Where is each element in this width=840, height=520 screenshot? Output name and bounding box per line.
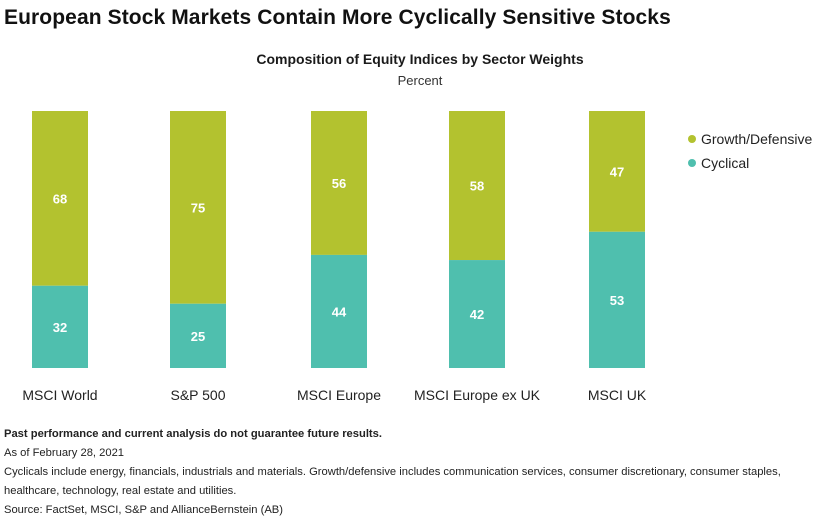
legend: Growth/Defensive Cyclical (688, 127, 812, 175)
data-label-cyclical-msci-uk: 53 (610, 293, 624, 308)
legend-swatch-cyclical (688, 159, 696, 167)
category-label-msci-world: MSCI World (22, 387, 97, 403)
data-label-growth-defensive-msci-world: 68 (53, 191, 67, 206)
bar-cyclical-msci-europe-ex-uk (449, 260, 505, 368)
data-label-growth-defensive-msci-uk: 47 (610, 164, 624, 179)
bar-growth-defensive-s-p-500 (170, 111, 226, 304)
legend-item-growth-defensive: Growth/Defensive (688, 127, 812, 151)
data-label-cyclical-msci-europe: 44 (332, 304, 347, 319)
bar-cyclical-msci-world (32, 285, 88, 368)
category-label-msci-uk: MSCI UK (588, 387, 647, 403)
data-label-growth-defensive-msci-europe-ex-uk: 58 (470, 179, 484, 194)
headline: European Stock Markets Contain More Cycl… (4, 6, 671, 29)
stacked-bar-chart: 68 32 MSCI World 75 25 S&P 500 56 44 MSCI Europe… (22, 111, 647, 403)
data-label-growth-defensive-msci-europe: 56 (332, 176, 346, 191)
legend-swatch-growth-defensive (688, 135, 696, 143)
data-label-cyclical-msci-europe-ex-uk: 42 (470, 307, 484, 322)
source-note: Source: FactSet, MSCI, S&P and AllianceB… (4, 504, 283, 516)
bar-cyclical-msci-europe (311, 254, 367, 368)
bar-growth-defensive-msci-world (32, 111, 88, 286)
data-label-cyclical-msci-world: 32 (53, 320, 67, 335)
bar-growth-defensive-msci-europe (311, 111, 367, 255)
definition-note: Cyclicals include energy, financials, in… (4, 466, 781, 497)
category-label-msci-europe: MSCI Europe (297, 387, 381, 403)
data-label-growth-defensive-s-p-500: 75 (191, 200, 205, 215)
legend-item-cyclical: Cyclical (688, 151, 812, 175)
legend-label-cyclical: Cyclical (701, 155, 750, 171)
chart-title: Composition of Equity Indices by Sector … (256, 51, 584, 67)
bar-cyclical-s-p-500 (170, 303, 226, 368)
chart-subtitle: Percent (397, 73, 443, 88)
category-label-msci-europe-ex-uk: MSCI Europe ex UK (414, 387, 541, 403)
category-label-s-p-500: S&P 500 (170, 387, 225, 403)
disclaimer: Past performance and current analysis do… (4, 428, 382, 440)
legend-label-growth-defensive: Growth/Defensive (701, 131, 813, 147)
footnotes: Past performance and current analysis do… (4, 425, 834, 520)
bar-cyclical-msci-uk (589, 231, 645, 368)
bar-growth-defensive-msci-europe-ex-uk (449, 111, 505, 261)
data-label-cyclical-s-p-500: 25 (191, 329, 205, 344)
bar-growth-defensive-msci-uk (589, 111, 645, 232)
as-of-date: As of February 28, 2021 (4, 447, 125, 459)
